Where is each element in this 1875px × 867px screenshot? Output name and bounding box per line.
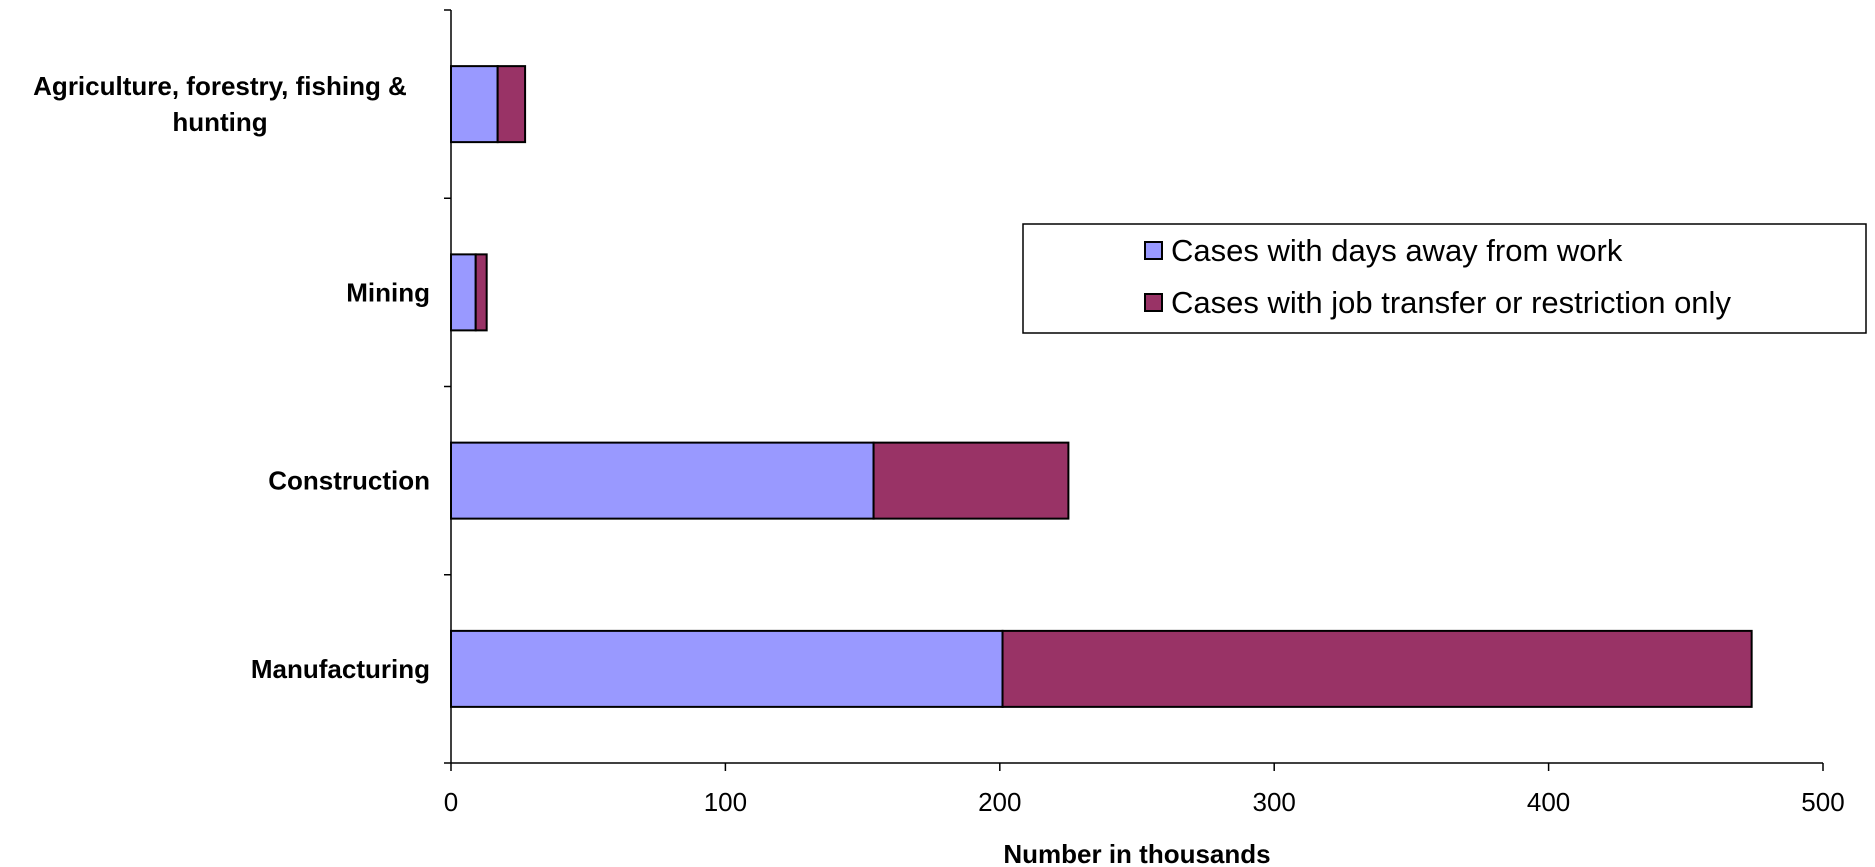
category-label: Mining — [346, 277, 430, 307]
bars — [450, 65, 1753, 708]
bar-segment — [1001, 629, 1753, 708]
x-tick-label: 300 — [1253, 787, 1296, 817]
category-label-line: hunting — [172, 107, 267, 137]
bar-segment — [450, 253, 477, 332]
x-tick-label: 400 — [1527, 787, 1570, 817]
x-tick-label: 200 — [978, 787, 1021, 817]
bar-segment — [450, 629, 1004, 708]
legend-label: Cases with job transfer or restriction o… — [1171, 285, 1731, 320]
legend: Cases with days away from work Cases with… — [1022, 223, 1867, 334]
bar-segment — [450, 441, 875, 520]
x-tick-label: 0 — [444, 787, 458, 817]
category-labels: Agriculture, forestry, fishing & hunting M… — [33, 71, 430, 684]
category-label-line: Mining — [346, 277, 430, 307]
category-label: Manufacturing — [251, 654, 430, 684]
category-label-line: Construction — [268, 466, 430, 496]
bar-segment — [872, 441, 1070, 520]
category-label: Construction — [268, 466, 430, 496]
legend-box — [1022, 223, 1867, 334]
legend-label: Cases with days away from work — [1171, 233, 1623, 268]
legend-swatch — [1144, 293, 1163, 312]
category-label: Agriculture, forestry, fishing & hunting — [33, 71, 407, 137]
category-label-line: Manufacturing — [251, 654, 430, 684]
bar-segment — [474, 253, 488, 332]
category-label-line: Agriculture, forestry, fishing & — [33, 71, 407, 101]
legend-swatch — [1144, 241, 1163, 260]
bar-segment — [496, 65, 527, 144]
x-axis-title: Number in thousands — [1003, 839, 1270, 867]
x-tick-label: 500 — [1801, 787, 1844, 817]
x-axis-ticks: 0 100 200 300 400 500 — [444, 763, 1845, 817]
bar-segment — [450, 65, 499, 144]
x-tick-label: 100 — [704, 787, 747, 817]
